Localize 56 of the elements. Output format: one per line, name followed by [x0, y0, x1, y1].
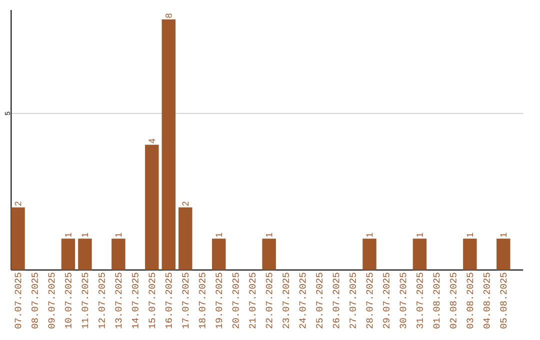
x-tick-label: 30.07.2025 [400, 272, 406, 328]
x-tick-label: 02.08.2025 [450, 272, 456, 328]
x-tick-label: 21.07.2025 [249, 272, 256, 328]
x-tick-label: 17.07.2025 [182, 272, 189, 328]
x-tick-label: 22.07.2025 [266, 272, 272, 328]
bar [145, 144, 159, 270]
x-tick-label: 19.07.2025 [216, 272, 222, 328]
data-label: 1 [266, 232, 272, 237]
x-tick-label: 23.07.2025 [282, 272, 290, 328]
x-tick-label: 29.07.2025 [383, 272, 390, 328]
bar [463, 238, 477, 270]
data-label: 1 [82, 232, 88, 237]
x-tick-label: 31.07.2025 [416, 272, 423, 328]
x-tick-label: 12.07.2025 [98, 272, 105, 328]
x-tick-label: 20.07.2025 [232, 272, 239, 328]
x-tick-label: 07.07.2025 [14, 272, 22, 328]
data-label: 2 [182, 202, 189, 206]
x-tick-label: 03.08.2025 [466, 272, 474, 328]
bar [496, 238, 510, 270]
bar [78, 238, 92, 270]
bar [11, 207, 25, 270]
data-label: 1 [500, 232, 506, 237]
x-tick-label: 04.08.2025 [483, 272, 490, 328]
x-tick-label: 26.07.2025 [332, 272, 340, 328]
data-label: 8 [165, 14, 172, 18]
data-label: 1 [115, 232, 122, 237]
data-label: 1 [216, 232, 222, 237]
data-label: 1 [65, 232, 72, 237]
x-tick-label: 18.07.2025 [198, 272, 206, 328]
x-tick-label: 08.07.2025 [32, 272, 38, 328]
data-label: 2 [14, 202, 22, 206]
bar [112, 238, 126, 270]
x-tick-label: 14.07.2025 [132, 272, 138, 328]
bar [178, 207, 192, 270]
bar [412, 238, 427, 270]
x-tick-label: 13.07.2025 [115, 272, 122, 328]
x-tick-label: 25.07.2025 [316, 272, 322, 328]
data-label: 1 [416, 232, 423, 237]
bar [212, 238, 226, 270]
x-tick-label: 28.07.2025 [366, 272, 373, 328]
x-tick-label: 15.07.2025 [148, 272, 156, 328]
x-tick-label: 11.07.2025 [82, 272, 88, 328]
x-tick-label: 27.07.2025 [350, 272, 356, 328]
bar [362, 238, 376, 270]
data-label: 1 [366, 232, 373, 237]
x-tick-label: 05.08.2025 [500, 272, 507, 328]
bar [162, 19, 176, 270]
x-tick-label: 24.07.2025 [299, 272, 306, 328]
data-label: 1 [466, 232, 474, 237]
x-tick-label: 16.07.2025 [165, 272, 172, 328]
x-tick-label: 10.07.2025 [65, 272, 72, 328]
x-tick-label: 01.08.2025 [433, 272, 440, 328]
x-tick-label: 09.07.2025 [48, 272, 55, 328]
bar [61, 238, 76, 270]
bar [262, 238, 276, 270]
data-label: 4 [148, 138, 155, 144]
